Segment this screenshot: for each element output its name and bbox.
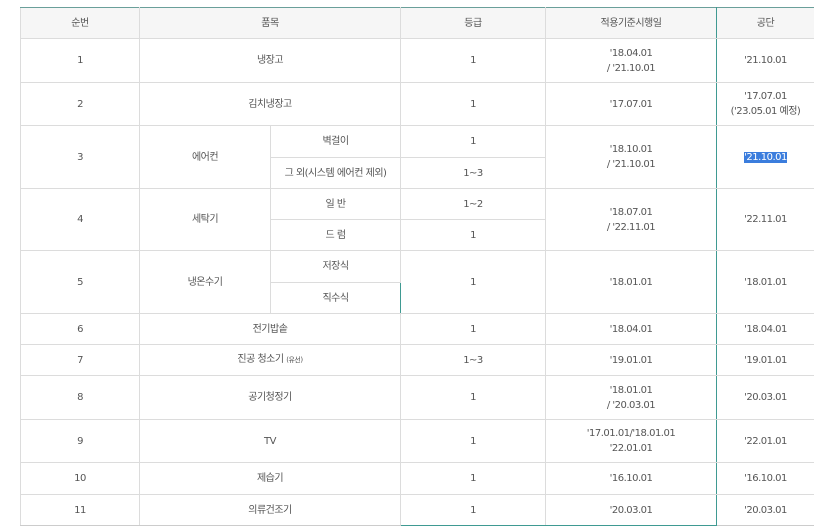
row-no: 8: [20, 375, 140, 420]
table-row: 1 냉장고 1 '18.04.01 / '21.10.01 '21.10.01: [20, 38, 814, 83]
row-grade: 1: [400, 419, 546, 463]
row-agency: '18.01.01: [716, 250, 814, 314]
selected-text[interactable]: '21.10.01: [744, 151, 787, 163]
row-grade: 1: [400, 462, 546, 495]
row-item: 냉온수기: [139, 250, 271, 314]
row-no: 4: [20, 188, 140, 251]
row-agency: '22.11.01: [716, 188, 814, 251]
date-line: / '22.11.01: [606, 221, 656, 233]
row-grade: 1: [400, 125, 546, 158]
row-no: 7: [20, 344, 140, 376]
row-agency: '20.03.01: [716, 375, 814, 420]
row-subitem: 그 외(시스템 에어컨 제외): [270, 157, 401, 189]
row-item: 진공 청소기 (유선): [139, 344, 401, 376]
header-row: 순번 품목 등급 적용기준시행일 공단: [20, 7, 814, 39]
row-subitem: 일 반: [270, 188, 401, 220]
table-row: 4 세탁기 일 반 1~2 '18.07.01 / '22.11.01 '22.1…: [20, 188, 814, 251]
row-item: 냉장고: [139, 38, 401, 83]
row-agency: '20.03.01: [716, 494, 814, 526]
date-line: / '21.10.01: [606, 159, 656, 170]
row-agency: '22.01.01: [716, 419, 814, 463]
date-line: / '21.10.01: [606, 62, 656, 74]
row-date: '18.04.01 / '21.10.01: [545, 38, 717, 83]
row-date: '18.04.01: [545, 313, 717, 345]
date-line: '22.01.01: [609, 443, 653, 454]
row-date: '16.10.01: [545, 462, 717, 495]
table-row: 7 진공 청소기 (유선) 1~3 '19.01.01 '19.01.01: [20, 344, 814, 376]
item-note: (유선): [286, 356, 303, 364]
table-row: 9 TV 1 '17.01.01/'18.01.01 '22.01.01 '22.…: [20, 419, 814, 463]
efficiency-grade-table: 순번 품목 등급 적용기준시행일 공단 1 냉장고 1 '18.04.01 / '…: [20, 7, 814, 526]
agency-note: ('23.05.01 예정): [730, 106, 801, 117]
row-no: 5: [20, 250, 140, 314]
row-item: TV: [139, 419, 401, 463]
row-date: '20.03.01: [545, 494, 717, 526]
row-grade: 1: [400, 375, 546, 420]
row-no: 9: [20, 419, 140, 463]
date-line: '18.10.01: [609, 144, 653, 155]
row-grade: 1~3: [400, 344, 546, 376]
row-no: 1: [20, 38, 140, 83]
header-item: 품목: [139, 7, 401, 39]
row-item: 세탁기: [139, 188, 271, 251]
row-grade: 1~2: [400, 188, 546, 220]
row-date: '18.10.01 / '21.10.01: [545, 125, 717, 189]
row-agency: '18.04.01: [716, 313, 814, 345]
row-item: 에어컨: [139, 125, 271, 189]
row-date: '18.07.01 / '22.11.01: [545, 188, 717, 251]
row-no: 3: [20, 125, 140, 189]
row-grade: 1: [400, 38, 546, 83]
row-date: '18.01.01: [545, 250, 717, 314]
header-no: 순번: [20, 7, 140, 39]
row-date: '17.01.01/'18.01.01 '22.01.01: [545, 419, 717, 463]
date-line: '18.07.01: [609, 206, 653, 218]
date-line: '18.01.01: [609, 384, 653, 396]
header-agency: 공단: [716, 7, 814, 39]
row-grade: 1: [400, 82, 546, 126]
date-line: '18.04.01: [609, 47, 653, 59]
row-date: '18.01.01 / '20.03.01: [545, 375, 717, 420]
row-no: 6: [20, 313, 140, 345]
row-grade: 1: [400, 219, 546, 251]
table-row: 10 제습기 1 '16.10.01 '16.10.01: [20, 462, 814, 495]
row-subitem: 직수식: [270, 282, 401, 314]
row-date: '19.01.01: [545, 344, 717, 376]
row-item: 공기청정기: [139, 375, 401, 420]
row-item: 김치냉장고: [139, 82, 401, 126]
row-agency: '19.01.01: [716, 344, 814, 376]
row-grade: 1: [400, 313, 546, 345]
row-subitem: 저장식: [270, 250, 401, 283]
item-name: 진공 청소기: [237, 354, 284, 365]
row-grade: 1: [400, 494, 546, 526]
date-line: / '20.03.01: [606, 399, 656, 411]
date-line: '17.01.01/'18.01.01: [586, 428, 676, 439]
table-row: 5 냉온수기 저장식 1 '18.01.01 '18.01.01: [20, 250, 814, 314]
row-no: 2: [20, 82, 140, 126]
row-item: 제습기: [139, 462, 401, 495]
row-date: '17.07.01: [545, 82, 717, 126]
row-grade: 1~3: [400, 157, 546, 189]
row-no: 11: [20, 494, 140, 526]
row-subitem: 드 럼: [270, 219, 401, 251]
row-subitem: 벽걸이: [270, 125, 401, 158]
table-row: 3 에어컨 벽걸이 1 '18.10.01 / '21.10.01 '21.10.…: [20, 125, 814, 189]
row-grade: 1: [400, 250, 546, 314]
table-row: 6 전기밥솥 1 '18.04.01 '18.04.01: [20, 313, 814, 345]
row-agency: '21.10.01: [716, 38, 814, 83]
header-date: 적용기준시행일: [545, 7, 717, 39]
row-agency: '16.10.01: [716, 462, 814, 495]
header-grade: 등급: [400, 7, 546, 39]
row-agency: '17.07.01 ('23.05.01 예정): [716, 82, 814, 126]
table-row: 8 공기청정기 1 '18.01.01 / '20.03.01 '20.03.01: [20, 375, 814, 420]
row-item: 의류건조기: [139, 494, 401, 526]
row-agency[interactable]: '21.10.01: [716, 125, 814, 189]
table-row: 2 김치냉장고 1 '17.07.01 '17.07.01 ('23.05.01 …: [20, 82, 814, 126]
row-no: 10: [20, 462, 140, 495]
table-row: 직수식: [21, 282, 814, 314]
row-item: 전기밥솥: [139, 313, 401, 345]
table-row: 11 의류건조기 1 '20.03.01 '20.03.01: [20, 494, 814, 526]
agency-line: '17.07.01: [744, 91, 787, 102]
